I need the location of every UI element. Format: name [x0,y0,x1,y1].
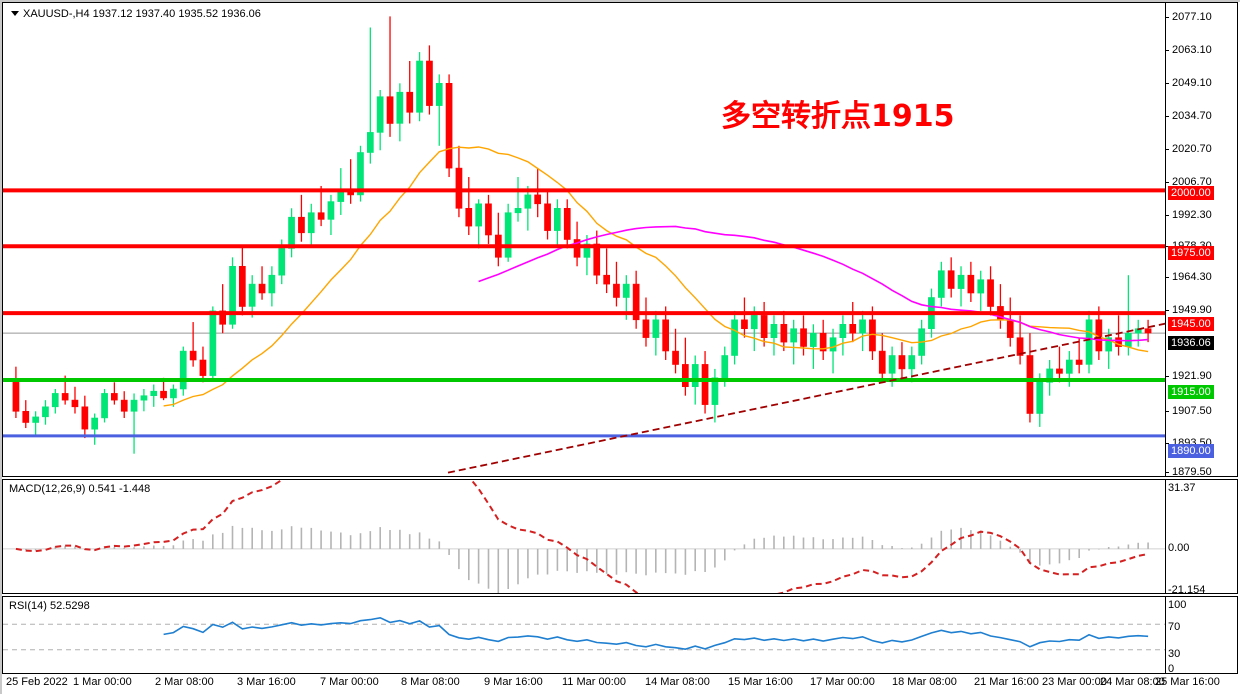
tick-mark [1165,376,1169,377]
rsi-tick-label: 30 [1168,648,1181,660]
price-tick: 2077.10 [1165,11,1237,24]
price-tick-label: 2077.10 [1172,11,1212,23]
price-tick-label: 2020.70 [1172,143,1212,155]
window-left-edge [0,0,2,694]
tick-mark [1165,246,1169,247]
tick-mark [1165,182,1169,183]
price-tick-label: 1921.90 [1172,370,1212,382]
price-level-tag-resistance-1945[interactable]: 1945.00 [1168,317,1214,331]
time-axis-label: 23 Mar 00:00 [1042,676,1107,688]
time-axis-label: 17 Mar 00:00 [810,676,875,688]
price-tick-label: 2006.70 [1172,176,1212,188]
price-tick: 2049.10 [1165,77,1237,90]
rsi-panel[interactable]: 100 70 30 0 RSI(14) 52.5298 [2,596,1238,676]
tick-mark [1165,411,1169,412]
price-tick: 1949.90 [1165,304,1237,317]
price-level-tag-support-1915[interactable]: 1915.00 [1168,385,1214,399]
price-tick: 1921.90 [1165,370,1237,383]
macd-tick-label: 31.37 [1168,482,1196,494]
price-tick: 1992.30 [1165,209,1237,222]
tick-mark [1165,116,1169,117]
rsi-caption: RSI(14) 52.5298 [9,600,90,612]
chevron-down-icon[interactable] [11,10,19,16]
rsi-tick: 70 [1165,621,1237,634]
time-axis-label: 21 Mar 16:00 [974,676,1039,688]
price-tick: 1964.30 [1165,271,1237,284]
price-level-tag-floor-1890[interactable]: 1890.00 [1168,444,1214,458]
macd-tick-label: 0.00 [1168,542,1190,554]
time-axis-label: 25 Mar 16:00 [1155,676,1220,688]
macd-tick: -21.154 [1165,584,1237,597]
time-axis-label: 24 Mar 08:00 [1100,676,1165,688]
macd-tick: 31.37 [1165,482,1237,495]
time-axis-label: 3 Mar 16:00 [237,676,296,688]
rsi-tick: 30 [1165,648,1237,661]
tick-mark [1165,472,1169,473]
rsi-tick-label: 100 [1168,599,1187,611]
time-axis-label: 14 Mar 08:00 [645,676,710,688]
rsi-plot-area[interactable] [3,597,1165,673]
rsi-tick-label: 70 [1168,621,1181,633]
macd-caption: MACD(12,26,9) 0.541 -1.448 [9,483,151,495]
time-axis[interactable]: 25 Feb 2022 1 Mar 00:00 2 Mar 08:00 3 Mar 1… [2,674,1238,694]
macd-tick: 0.00 [1165,542,1237,555]
time-axis-label: 8 Mar 08:00 [401,676,460,688]
tick-mark [1165,310,1169,311]
tick-mark [1165,215,1169,216]
price-scale-divider [1165,3,1166,476]
price-tick: 1879.50 [1165,466,1237,479]
tick-mark [1165,17,1169,18]
tick-mark [1165,50,1169,51]
rsi-tick: 0 [1165,663,1237,676]
time-axis-label: 25 Feb 2022 [6,676,68,688]
price-tick-label: 1992.30 [1172,209,1212,221]
rsi-axis: 100 70 30 0 [1165,597,1237,676]
price-tick-label: 1879.50 [1172,466,1212,478]
tick-mark [1165,277,1169,278]
tick-mark [1165,443,1169,444]
price-tick-label: 2034.70 [1172,110,1212,122]
price-axis[interactable]: 2077.10 2063.10 2049.10 2034.70 2020.70 2006.… [1165,3,1237,479]
price-tick-label: 1964.30 [1172,271,1212,283]
price-tick: 1907.50 [1165,405,1237,418]
tick-mark [1165,83,1169,84]
time-axis-label: 7 Mar 00:00 [320,676,379,688]
time-axis-label: 11 Mar 00:00 [562,676,627,688]
rsi-tick: 100 [1165,599,1237,612]
rsi-tick-label: 0 [1168,663,1175,675]
time-axis-label: 9 Mar 16:00 [484,676,543,688]
price-tick: 2063.10 [1165,44,1237,57]
price-level-tag-resistance-2000[interactable]: 2000.00 [1168,186,1214,200]
price-level-tag-resistance-1975[interactable]: 1975.00 [1168,246,1214,260]
symbol-ohlc-text: XAUUSD-,H4 1937.12 1937.40 1935.52 1936.… [23,8,261,20]
window-top-edge [0,0,1240,2]
rsi-scale-divider [1165,597,1166,673]
price-chart-panel[interactable]: 2077.10 2063.10 2049.10 2034.70 2020.70 2006.… [2,2,1238,479]
macd-plot-area[interactable] [3,480,1165,593]
price-tick-label: 2063.10 [1172,44,1212,56]
macd-axis: 31.37 0.00 -21.154 [1165,480,1237,596]
price-tick: 2034.70 [1165,110,1237,123]
time-axis-label: 1 Mar 00:00 [73,676,132,688]
price-tick: 2006.70 [1165,176,1237,189]
tick-mark [1165,149,1169,150]
chart-annotation-text: 多空转折点1915 [721,99,955,134]
time-axis-label: 18 Mar 08:00 [892,676,957,688]
macd-panel[interactable]: 31.37 0.00 -21.154 MACD(12,26,9) 0.541 -1.… [2,479,1238,596]
price-plot-area[interactable] [3,3,1165,476]
price-tick: 2020.70 [1165,143,1237,156]
macd-tick-label: -21.154 [1168,584,1206,596]
macd-scale-divider [1165,480,1166,593]
price-tick-label: 1949.90 [1172,304,1212,316]
time-axis-label: 2 Mar 08:00 [155,676,214,688]
price-level-tag-current-price[interactable]: 1936.06 [1168,336,1214,350]
price-tick-label: 2049.10 [1172,77,1212,89]
chart-symbol-header: XAUUSD-,H4 1937.12 1937.40 1935.52 1936.… [11,8,261,21]
price-tick-label: 1907.50 [1172,405,1212,417]
time-axis-label: 15 Mar 16:00 [728,676,793,688]
